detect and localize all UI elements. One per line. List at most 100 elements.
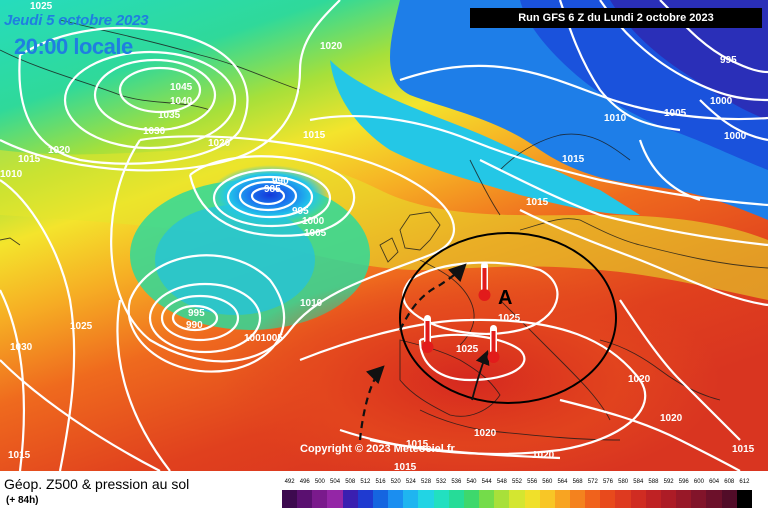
isobar-value: 1020 bbox=[320, 41, 343, 52]
isobar-value: 1000 bbox=[724, 131, 747, 142]
warm-advection-arrow-south bbox=[358, 365, 385, 441]
warm-advection-arrow-north bbox=[399, 263, 467, 331]
isobar-value: 1020 bbox=[628, 374, 651, 385]
isobar-value: 1025 bbox=[456, 344, 479, 355]
model-run-label: Run GFS 6 Z du Lundi 2 octobre 2023 bbox=[470, 8, 762, 28]
thermometer-icon bbox=[421, 315, 434, 353]
color-scale-label: 568 bbox=[572, 479, 583, 485]
color-scale-swatch bbox=[388, 490, 404, 508]
color-scale-label: 516 bbox=[375, 479, 386, 485]
color-scale-swatch bbox=[721, 490, 737, 508]
isobar-value: 995 bbox=[188, 308, 205, 319]
isobar-value: 990 bbox=[186, 320, 203, 331]
color-scale-label: 588 bbox=[648, 479, 659, 485]
color-scale-bar bbox=[282, 490, 752, 508]
color-scale-label: 600 bbox=[693, 479, 704, 485]
isobars bbox=[0, 0, 768, 471]
color-scale-swatch bbox=[630, 490, 646, 508]
color-scale-labels: 492 496 500 504 508 512 516 520 524 528 532 536 540 5… bbox=[282, 479, 752, 489]
anticyclone-outline bbox=[399, 232, 617, 404]
isobar-values: 1025 1020 1045 1040 1035 1030 1015 1020 … bbox=[0, 1, 755, 471]
color-scale-label: 532 bbox=[436, 479, 447, 485]
isobar-value: 995 bbox=[720, 55, 737, 66]
isobar-value: 1005 bbox=[304, 228, 327, 239]
color-scale-swatch bbox=[539, 490, 555, 508]
map-title: Géop. Z500 & pression au sol bbox=[4, 476, 190, 492]
isobar-value: 1015 bbox=[8, 450, 31, 461]
copyright-notice: Copyright © 2023 Meteociel.fr bbox=[300, 443, 455, 455]
color-scale-label: 560 bbox=[542, 479, 553, 485]
isobar-value: 1020 bbox=[474, 428, 497, 439]
color-scale-label: 500 bbox=[314, 479, 325, 485]
color-scale-label: 576 bbox=[602, 479, 613, 485]
color-scale-label: 536 bbox=[451, 479, 462, 485]
color-scale-swatch bbox=[448, 490, 464, 508]
color-scale-label: 520 bbox=[390, 479, 401, 485]
legend-footer: Géop. Z500 & pression au sol (+ 84h) 492… bbox=[0, 471, 768, 512]
isobar-value: 1020 bbox=[660, 413, 683, 424]
isobar-value: 1015 bbox=[394, 462, 417, 471]
color-scale-swatch bbox=[660, 490, 677, 508]
isobar-value: 1015 bbox=[18, 154, 41, 165]
color-scale-label: 504 bbox=[330, 479, 341, 485]
color-scale-label: 604 bbox=[709, 479, 720, 485]
color-scale-swatch bbox=[463, 490, 480, 508]
isobar-value: 1000 bbox=[710, 96, 733, 107]
isobar-value: 1025 bbox=[30, 1, 53, 12]
color-scale-label: 556 bbox=[527, 479, 538, 485]
color-scale-swatch bbox=[706, 490, 722, 508]
isobar-value: 1001005 bbox=[244, 333, 283, 344]
color-scale-swatch bbox=[509, 490, 525, 508]
isobar-value: 1030 bbox=[143, 126, 166, 137]
color-scale-swatch bbox=[342, 490, 358, 508]
color-scale-swatch bbox=[585, 490, 601, 508]
color-scale-swatch bbox=[282, 490, 298, 508]
isobar-value: 1010 bbox=[604, 113, 627, 124]
color-scale-swatch bbox=[600, 490, 616, 508]
isobar-value: 1025 bbox=[498, 313, 521, 324]
isobar-value: 1010 bbox=[0, 169, 23, 180]
color-scale-swatch bbox=[736, 490, 752, 508]
color-scale-swatch bbox=[645, 490, 661, 508]
color-scale-label: 492 bbox=[284, 479, 295, 485]
isobar-value: 1045 bbox=[170, 82, 193, 93]
color-scale-swatch bbox=[691, 490, 707, 508]
isobar-value: 985 bbox=[264, 184, 281, 195]
color-scale-label: 528 bbox=[421, 479, 432, 485]
color-scale-swatch bbox=[327, 490, 343, 508]
geopotential-map: A 1025 1020 1045 1040 1035 1030 1015 102… bbox=[0, 0, 768, 471]
anticyclone-label: A bbox=[498, 287, 512, 309]
forecast-date: Jeudi 5 octobre 2023 bbox=[4, 12, 149, 29]
color-scale-label: 544 bbox=[481, 479, 492, 485]
color-scale-label: 552 bbox=[511, 479, 523, 485]
color-scale-label: 540 bbox=[466, 479, 477, 485]
color-scale-swatch bbox=[615, 490, 631, 508]
color-scale-label: 508 bbox=[345, 479, 356, 485]
isobar-value: 1010 bbox=[300, 298, 323, 309]
flow-arrow bbox=[471, 349, 490, 401]
color-scale-label: 564 bbox=[557, 479, 568, 485]
color-scale-label: 596 bbox=[678, 479, 689, 485]
isobar-value: 1015 bbox=[303, 130, 326, 141]
color-scale-swatch bbox=[524, 490, 540, 508]
isobar-value: 1020 bbox=[48, 145, 71, 156]
color-scale-swatch bbox=[297, 490, 313, 508]
color-scale-swatch bbox=[433, 490, 449, 508]
color-scale-swatch bbox=[312, 490, 328, 508]
isobar-value: 1015 bbox=[406, 439, 429, 450]
color-scale-label: 572 bbox=[587, 479, 598, 485]
color-scale-label: 496 bbox=[299, 479, 310, 485]
isobar-value: 1000 bbox=[302, 216, 325, 227]
isobar-value: 1015 bbox=[526, 197, 549, 208]
isobar-value: 1030 bbox=[10, 342, 33, 353]
isobar-value: 1035 bbox=[158, 110, 181, 121]
isobar-value: 1020 bbox=[532, 450, 555, 461]
color-scale-swatch bbox=[418, 490, 434, 508]
isobar-value: 995 bbox=[292, 206, 309, 217]
color-scale-swatch bbox=[554, 490, 570, 508]
isobar-value: 1025 bbox=[70, 321, 93, 332]
isobar-value: 990 bbox=[272, 176, 289, 187]
color-scale-swatch bbox=[403, 490, 419, 508]
isobar-value: 1015 bbox=[732, 444, 755, 455]
color-scale-label: 524 bbox=[405, 479, 416, 485]
